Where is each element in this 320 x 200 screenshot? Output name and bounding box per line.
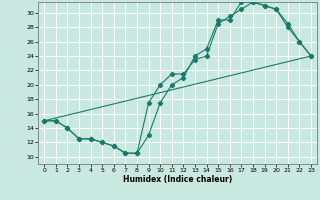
X-axis label: Humidex (Indice chaleur): Humidex (Indice chaleur)	[123, 175, 232, 184]
